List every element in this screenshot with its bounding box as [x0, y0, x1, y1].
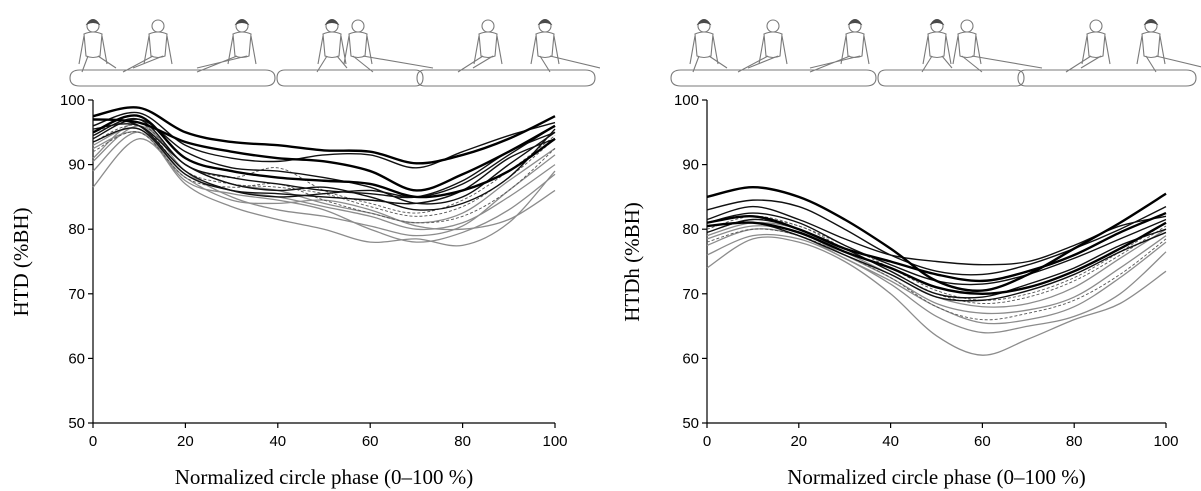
y-tick-label: 80 — [682, 221, 699, 238]
x-tick-label: 60 — [974, 433, 991, 450]
gymnast-figure — [316, 19, 348, 73]
gymnast-figure — [122, 19, 173, 73]
y-tick-label: 100 — [60, 92, 85, 109]
gymnast-figure — [343, 19, 434, 73]
y-tick-label: 90 — [68, 157, 85, 174]
series-line-2 — [706, 211, 1167, 283]
gymnast-figure — [952, 19, 1043, 73]
series-line-15 — [92, 127, 556, 243]
series-line-3 — [706, 221, 1167, 295]
gymnast-figure — [689, 19, 728, 73]
series-group — [92, 106, 556, 247]
chart-panel-htdh: 50 60 70 80 90 100 0 20 40 60 80 100 Normalized circ… — [601, 0, 1201, 491]
gymnast-figure — [196, 19, 257, 73]
x-tick-label: 40 — [269, 433, 286, 450]
pommel-horse-3 — [1017, 69, 1197, 87]
gymnast-illustration — [670, 19, 1201, 87]
pommel-horse-2 — [276, 69, 424, 87]
chart-panel-htd: 50 60 70 80 90 100 0 20 40 60 80 100 Normalized circ… — [0, 0, 600, 491]
series-line-8 — [92, 118, 556, 198]
htd-chart: 50 60 70 80 90 100 0 20 40 60 80 100 Normalized circ… — [9, 19, 600, 489]
series-line-5 — [706, 205, 1167, 266]
gymnast-figure — [457, 19, 503, 73]
series-line-11 — [92, 131, 556, 247]
series-line-4 — [706, 199, 1167, 276]
gymnast-figure — [530, 19, 600, 73]
pommel-horse-2 — [877, 69, 1025, 87]
x-tick-label: 80 — [1066, 433, 1083, 450]
y-tick-label: 90 — [682, 157, 699, 174]
x-tick-label: 20 — [177, 433, 194, 450]
series-line-8 — [706, 221, 1167, 302]
x-tick-label: 60 — [362, 433, 379, 450]
x-tick-label: 40 — [882, 433, 899, 450]
series-line-14 — [706, 228, 1167, 321]
series-line-1 — [92, 106, 556, 165]
pommel-horse-1 — [670, 69, 877, 87]
series-group — [706, 186, 1167, 356]
series-line-6 — [92, 123, 556, 211]
y-tick-label: 50 — [68, 415, 85, 432]
y-tick-label: 60 — [682, 350, 699, 367]
y-axis-title: HTD (%BH) — [9, 207, 33, 316]
series-line-17 — [92, 120, 556, 214]
series-line-5 — [92, 118, 556, 205]
gymnast-figure — [737, 19, 788, 73]
series-line-9 — [706, 236, 1167, 356]
x-tick-label: 100 — [1153, 433, 1178, 450]
y-tick-label: 100 — [674, 92, 699, 109]
gymnast-figure — [1136, 19, 1201, 73]
x-tick-label: 20 — [790, 433, 807, 450]
gymnast-illustration — [69, 19, 600, 87]
y-tick-label: 60 — [68, 350, 85, 367]
pommel-horse-1 — [69, 69, 276, 87]
pommel-horse-3 — [416, 69, 596, 87]
series-line-16 — [706, 215, 1167, 301]
series-line-9 — [92, 117, 556, 199]
x-axis-title: Normalized circle phase (0–100 %) — [175, 465, 474, 489]
gymnast-figure — [78, 19, 117, 73]
series-line-3 — [92, 114, 556, 199]
y-tick-label: 70 — [68, 286, 85, 303]
y-tick-label: 80 — [68, 221, 85, 238]
gymnast-figure — [921, 19, 953, 73]
y-axis-title: HTDh (%BH) — [620, 202, 644, 322]
htdh-chart: 50 60 70 80 90 100 0 20 40 60 80 100 Normalized circ… — [620, 19, 1201, 489]
y-tick-label: 70 — [682, 286, 699, 303]
gymnast-figure — [1065, 19, 1111, 73]
series-line-10 — [706, 233, 1167, 334]
x-tick-label: 0 — [89, 433, 97, 450]
series-line-18 — [92, 131, 556, 224]
x-tick-label: 100 — [542, 433, 567, 450]
y-tick-label: 50 — [682, 415, 699, 432]
series-line-2 — [92, 118, 556, 192]
x-tick-label: 0 — [703, 433, 711, 450]
gymnast-figure — [809, 19, 870, 73]
x-tick-label: 80 — [454, 433, 471, 450]
series-line-1 — [706, 186, 1167, 292]
series-line-7 — [92, 127, 556, 205]
x-axis-title: Normalized circle phase (0–100 %) — [787, 465, 1086, 489]
